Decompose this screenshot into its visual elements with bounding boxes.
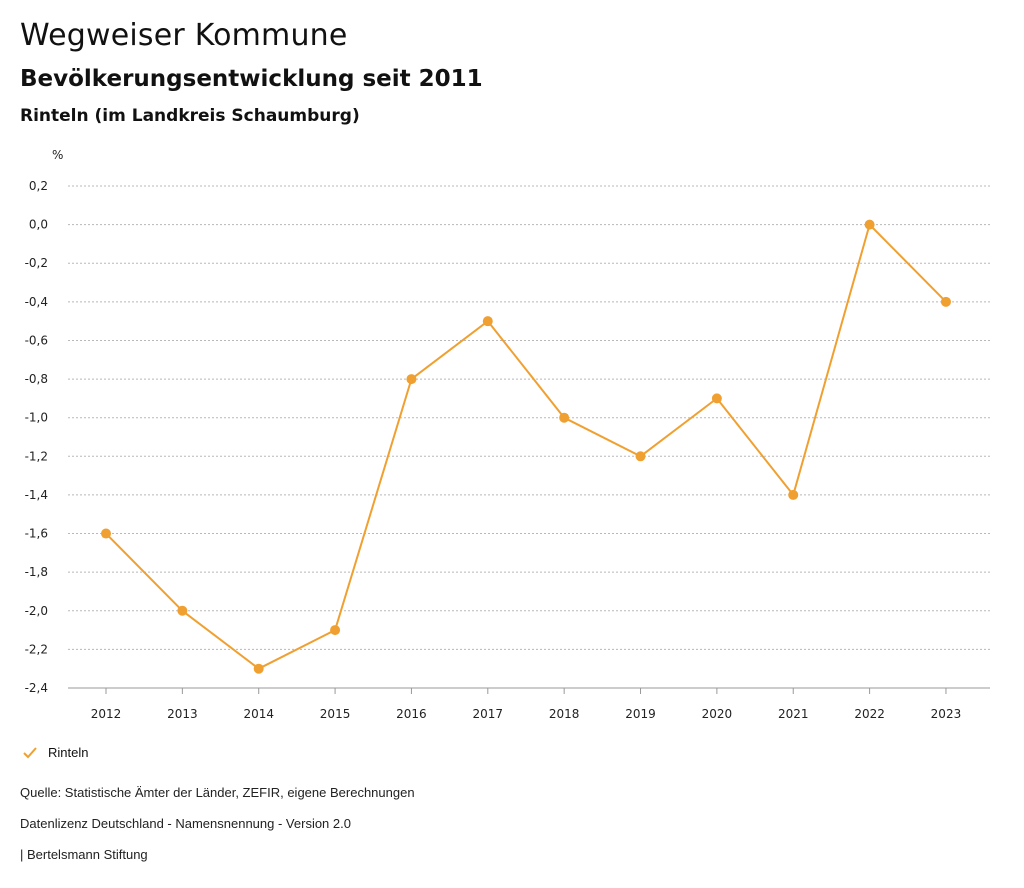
y-tick-label: -1,8 [25, 565, 48, 579]
data-point[interactable] [635, 451, 646, 462]
y-tick-label: 0,2 [29, 179, 48, 193]
data-point[interactable] [177, 605, 188, 616]
series-line [105, 223, 947, 670]
y-tick-label: 0,0 [29, 218, 48, 232]
x-tick-label: 2017 [473, 707, 504, 721]
y-tick-label: -1,4 [25, 488, 48, 502]
x-tick-label: 2020 [702, 707, 733, 721]
data-point[interactable] [253, 663, 264, 674]
data-point[interactable] [711, 393, 722, 404]
x-tick-label: 2022 [854, 707, 885, 721]
grid-lines [68, 185, 990, 689]
data-point[interactable] [559, 412, 570, 423]
data-point[interactable] [788, 489, 799, 500]
data-point[interactable] [330, 625, 341, 636]
legend-item-rinteln[interactable]: Rinteln [22, 745, 88, 760]
y-tick-label: -2,2 [25, 642, 48, 656]
x-tick-label: 2014 [243, 707, 274, 721]
publisher-note: | Bertelsmann Stiftung [20, 847, 148, 862]
data-point[interactable] [940, 296, 951, 307]
check-icon [23, 746, 37, 758]
y-tick-label: -1,0 [25, 411, 48, 425]
x-tick-label: 2012 [91, 707, 122, 721]
license-note: Datenlizenz Deutschland - Namensnennung … [20, 816, 351, 831]
x-tick-label: 2023 [931, 707, 962, 721]
x-tick-label: 2018 [549, 707, 580, 721]
y-tick-label: -1,6 [25, 527, 48, 541]
y-tick-label: -0,6 [25, 333, 48, 347]
data-point[interactable] [406, 374, 417, 385]
y-axis-labels: % 0,2 0,0 -0,2 -0,4 -0,6 -0,8 -1,0 -1,2 -1,4 -1,6 -… [25, 148, 64, 695]
x-tick-label: 2016 [396, 707, 427, 721]
series-rinteln [101, 219, 951, 674]
chart-subtitle: Bevölkerungsentwicklung seit 2011 [20, 66, 483, 92]
page-title: Wegweiser Kommune [20, 18, 348, 53]
data-point[interactable] [101, 528, 111, 539]
y-tick-label: -0,8 [25, 372, 48, 386]
x-tick-label: 2013 [167, 707, 198, 721]
data-point[interactable] [482, 316, 493, 327]
data-point[interactable] [864, 219, 875, 230]
x-tick-label: 2019 [625, 707, 656, 721]
x-tick-label: 2021 [778, 707, 809, 721]
x-axis-labels: 2012 2013 2014 2015 2016 2017 2018 2019 2020 2021… [91, 688, 962, 721]
y-tick-label: -2,0 [25, 604, 48, 618]
y-tick-label: -0,4 [25, 295, 48, 309]
line-chart: % 0,2 0,0 -0,2 -0,4 -0,6 -0,8 -1,0 -1,2 -1,4 -1,6 -… [25, 148, 990, 721]
source-note: Quelle: Statistische Ämter der Länder, Z… [20, 785, 415, 800]
y-tick-label: -2,4 [25, 681, 48, 695]
y-tick-label: -0,2 [25, 256, 48, 270]
legend-label: Rinteln [48, 745, 89, 760]
region-label: Rinteln (im Landkreis Schaumburg) [20, 106, 360, 126]
y-axis-unit: % [52, 148, 63, 162]
y-tick-label: -1,2 [25, 449, 48, 463]
x-tick-label: 2015 [320, 707, 351, 721]
